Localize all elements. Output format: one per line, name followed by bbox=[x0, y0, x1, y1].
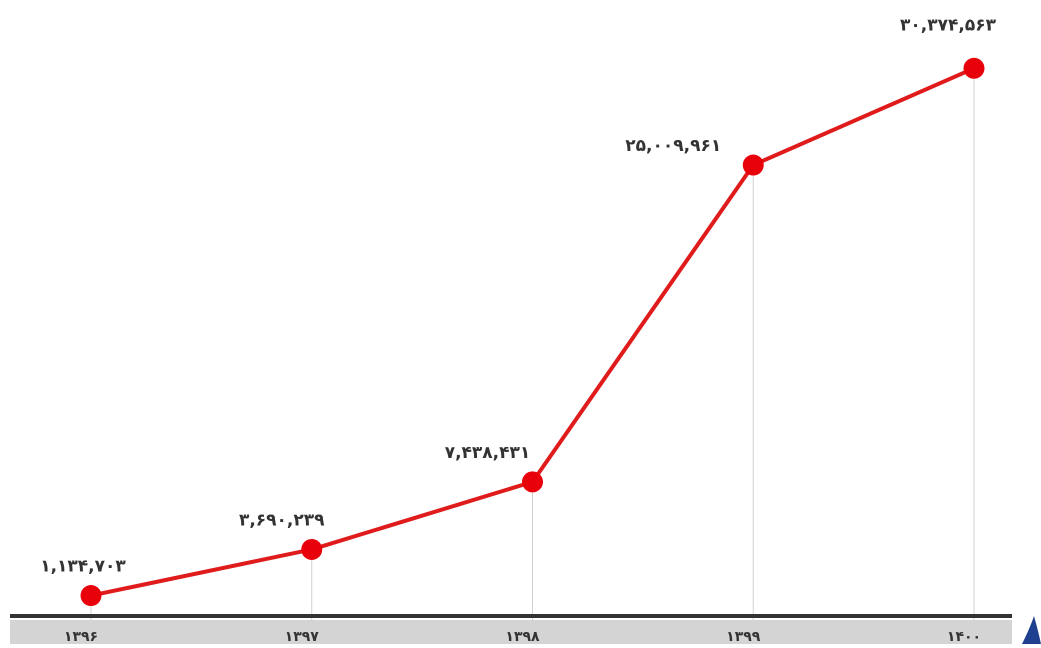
accent-shape bbox=[1022, 616, 1041, 644]
x-axis bbox=[10, 614, 1012, 646]
data-point-4 bbox=[963, 57, 985, 79]
data-label-2: ۷,۴۳۸,۴۳۱ bbox=[445, 443, 531, 463]
data-points bbox=[80, 57, 985, 607]
data-label-4: ۳۰,۳۷۴,۵۶۳ bbox=[900, 15, 997, 35]
corner-accent bbox=[1022, 616, 1041, 644]
data-label-0: ۱,۱۳۴,۷۰۳ bbox=[40, 557, 126, 577]
x-axis-band bbox=[10, 620, 1012, 646]
data-point-1 bbox=[301, 538, 323, 560]
data-point-0 bbox=[80, 585, 102, 607]
tick-label-2: ۱۳۹۸ bbox=[505, 629, 540, 644]
tick-label-3: ۱۳۹۹ bbox=[726, 629, 761, 644]
gridlines bbox=[90, 68, 975, 626]
data-label-3: ۲۵,۰۰۹,۹۶۱ bbox=[625, 136, 721, 156]
data-point-2 bbox=[522, 471, 543, 493]
tick-labels: ۱۳۹۶ ۱۳۹۷ ۱۳۹۸ ۱۳۹۹ ۱۴۰۰ bbox=[64, 629, 981, 645]
data-label-1: ۳,۶۹۰,۲۳۹ bbox=[239, 510, 325, 530]
tick-label-1: ۱۳۹۷ bbox=[285, 629, 320, 644]
tick-label-0: ۱۳۹۶ bbox=[64, 629, 98, 644]
data-point-3 bbox=[742, 154, 764, 176]
data-labels: ۱,۱۳۴,۷۰۳ ۳,۶۹۰,۲۳۹ ۷,۴۳۸,۴۳۱ ۲۵,۰۰۹,۹۶۱ ۳۰,… bbox=[40, 15, 996, 576]
tick-label-4: ۱۴۰۰ bbox=[947, 629, 981, 644]
